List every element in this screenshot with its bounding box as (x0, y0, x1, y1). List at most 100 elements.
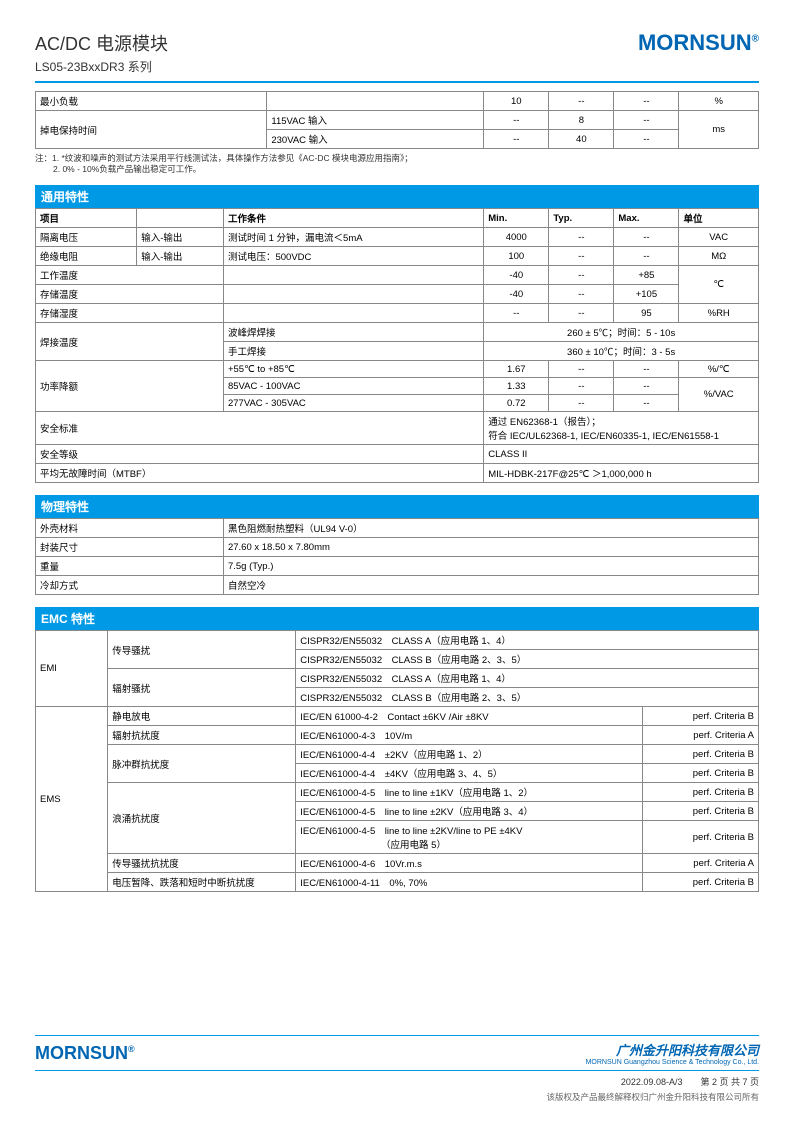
brand-logo: MORNSUN® (638, 30, 759, 56)
cell: CLASS II (484, 445, 759, 464)
cell: IEC/EN61000-4-5 line to line ±1KV（应用电路 1… (296, 783, 643, 802)
cell: 通过 EN62368-1（报告）； 符合 IEC/UL62368-1, IEC/… (484, 412, 759, 445)
cell: +55℃ to +85℃ (223, 361, 483, 378)
cell: ms (679, 111, 759, 149)
section-header-physical: 物理特性 (35, 495, 759, 518)
cell: 最小负载 (36, 92, 267, 111)
cell: 静电放电 (108, 707, 296, 726)
cell: CISPR32/EN55032 CLASS B（应用电路 2、3、5） (296, 688, 759, 707)
col-head: 工作条件 (223, 209, 483, 228)
cell: -- (549, 361, 614, 378)
cell: 平均无故障时间（MTBF） (36, 464, 484, 483)
cell: -- (484, 130, 549, 149)
cell: -- (614, 361, 679, 378)
cell: perf. Criteria B (643, 783, 759, 802)
cell: 27.60 x 18.50 x 7.80mm (223, 538, 758, 557)
cell: -- (614, 395, 679, 412)
cell: 安全等级 (36, 445, 484, 464)
col-head: Min. (484, 209, 549, 228)
cell: perf. Criteria B (643, 802, 759, 821)
cell: perf. Criteria B (643, 873, 759, 892)
cell: 脉冲群抗扰度 (108, 745, 296, 783)
cell: 85VAC - 100VAC (223, 378, 483, 395)
cell: -- (614, 247, 679, 266)
cell: CISPR32/EN55032 CLASS A（应用电路 1、4） (296, 631, 759, 650)
cell: 8 (549, 111, 614, 130)
cell: IEC/EN61000-4-11 0%, 70% (296, 873, 643, 892)
col-head: 项目 (36, 209, 137, 228)
cell: 功率降额 (36, 361, 224, 412)
cell: +105 (614, 285, 679, 304)
cell: 存储湿度 (36, 304, 224, 323)
col-head (137, 209, 224, 228)
cell: -- (484, 304, 549, 323)
col-head: Typ. (549, 209, 614, 228)
cell: 0.72 (484, 395, 549, 412)
cell: 工作温度 (36, 266, 224, 285)
general-table: 项目 工作条件 Min. Typ. Max. 单位 隔离电压 输入-输出 测试时… (35, 208, 759, 483)
cell: %RH (679, 304, 759, 323)
cell: -- (614, 228, 679, 247)
cell: +85 (614, 266, 679, 285)
page-header: AC/DC 电源模块 LS05-23BxxDR3 系列 MORNSUN® (35, 30, 759, 83)
cell: 260 ± 5℃；时间：5 - 10s (484, 323, 759, 342)
cell: perf. Criteria B (643, 745, 759, 764)
cell: -- (549, 228, 614, 247)
cell: 电压暂降、跌落和短时中断抗扰度 (108, 873, 296, 892)
cell: IEC/EN 61000-4-2 Contact ±6KV /Air ±8KV (296, 707, 643, 726)
cell: CISPR32/EN55032 CLASS A（应用电路 1、4） (296, 669, 759, 688)
cell: MIL-HDBK-217F@25℃ ＞1,000,000 h (484, 464, 759, 483)
cell: -- (484, 111, 549, 130)
cell: 7.5g (Typ.) (223, 557, 758, 576)
cell (267, 92, 484, 111)
footer-company-en: MORNSUN Guangzhou Science & Technology C… (586, 1059, 759, 1066)
cell: %/℃ (679, 361, 759, 378)
cell: -- (549, 378, 614, 395)
cell: perf. Criteria A (643, 854, 759, 873)
emc-table: EMI 传导骚扰 CISPR32/EN55032 CLASS A（应用电路 1、… (35, 630, 759, 892)
physical-table: 外壳材料 黑色阻燃耐热塑料（UL94 V-0） 封装尺寸 27.60 x 18.… (35, 518, 759, 595)
col-head: Max. (614, 209, 679, 228)
footer-logo: MORNSUN® (35, 1043, 135, 1064)
cell: -- (549, 92, 614, 111)
cell: perf. Criteria B (643, 821, 759, 854)
cell: %/VAC (679, 378, 759, 412)
cell: perf. Criteria B (643, 707, 759, 726)
cell: -- (614, 130, 679, 149)
cell: -- (614, 378, 679, 395)
cell: -- (614, 92, 679, 111)
cell: 存储温度 (36, 285, 224, 304)
cell: IEC/EN61000-4-4 ±2KV（应用电路 1、2） (296, 745, 643, 764)
cell: 1.33 (484, 378, 549, 395)
cell: -- (549, 304, 614, 323)
cell: EMS (36, 707, 108, 892)
footer-meta: 2022.09.08-A/3 第 2 页 共 7 页 (35, 1075, 759, 1088)
cell: ℃ (679, 266, 759, 304)
cell: 焊接温度 (36, 323, 224, 361)
cell (223, 285, 483, 304)
cell: 波峰焊焊接 (223, 323, 483, 342)
cell: 115VAC 输入 (267, 111, 484, 130)
footer-company: 广州金升阳科技有限公司 (586, 1040, 759, 1059)
table-note: 注：1. *纹波和噪声的测试方法采用平行线测试法，具体操作方法参见《AC-DC … (35, 153, 759, 175)
cell: 绝缘电阻 (36, 247, 137, 266)
cell: 辐射骚扰 (108, 669, 296, 707)
cell: MΩ (679, 247, 759, 266)
cell: 辐射抗扰度 (108, 726, 296, 745)
cell: -- (549, 395, 614, 412)
cell: 277VAC - 305VAC (223, 395, 483, 412)
cell: 自然空冷 (223, 576, 758, 595)
page-footer: MORNSUN® 广州金升阳科技有限公司 MORNSUN Guangzhou S… (35, 1035, 759, 1103)
cell: IEC/EN61000-4-5 line to line ±2KV/line t… (296, 821, 643, 854)
cell: IEC/EN61000-4-3 10V/m (296, 726, 643, 745)
cell: IEC/EN61000-4-6 10Vr.m.s (296, 854, 643, 873)
header-left: AC/DC 电源模块 LS05-23BxxDR3 系列 (35, 30, 168, 75)
cell: 安全标准 (36, 412, 484, 445)
cell (223, 266, 483, 285)
cell: 230VAC 输入 (267, 130, 484, 149)
cell: IEC/EN61000-4-4 ±4KV（应用电路 3、4、5） (296, 764, 643, 783)
cell: 掉电保持时间 (36, 111, 267, 149)
cell: CISPR32/EN55032 CLASS B（应用电路 2、3、5） (296, 650, 759, 669)
cell: 黑色阻燃耐热塑料（UL94 V-0） (223, 519, 758, 538)
cell: IEC/EN61000-4-5 line to line ±2KV（应用电路 3… (296, 802, 643, 821)
